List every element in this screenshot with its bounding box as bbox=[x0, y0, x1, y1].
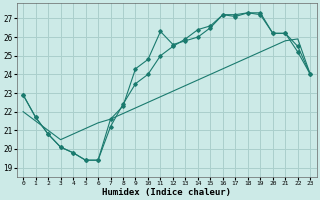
X-axis label: Humidex (Indice chaleur): Humidex (Indice chaleur) bbox=[102, 188, 231, 197]
